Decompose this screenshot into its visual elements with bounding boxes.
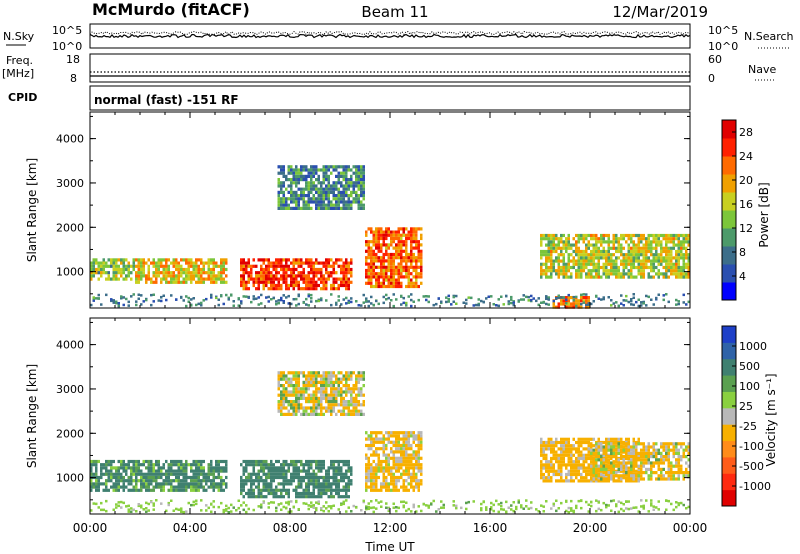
power-colorbar-label: Power [dB] xyxy=(757,182,771,247)
velocity-region-1 xyxy=(240,459,353,499)
nave-tick-top: 60 xyxy=(708,53,722,66)
velocity-ytick-label: 3000 xyxy=(56,383,84,396)
x-tick-label: 20:00 xyxy=(573,521,608,535)
noise-right-label: N.Search xyxy=(744,30,794,43)
velocity-panel: 1000 2000 3000 4000 Slant Range [km] 1000 50… xyxy=(25,112,778,554)
cpid-panel: CPID normal (fast) -151 RF xyxy=(8,85,691,111)
beam-title: Beam 11 xyxy=(361,3,428,21)
noise-right-tick-top: 10^5 xyxy=(708,24,738,37)
freq-label-2: [MHz] xyxy=(2,67,34,80)
velocity-region-4 xyxy=(590,442,690,481)
noise-sky-series xyxy=(89,33,691,39)
velocity-colorbar-tick: 1000 xyxy=(739,340,767,353)
power-region-2 xyxy=(240,258,353,291)
velocity-region-5 xyxy=(277,371,365,416)
power-colorbar-tick: 8 xyxy=(739,246,746,259)
cpid-mode: normal (fast) -151 RF xyxy=(94,93,239,107)
frequency-panel: Freq. [MHz] 18 8 60 0 Nave xyxy=(2,53,776,85)
nave-label: Nave xyxy=(748,63,776,76)
velocity-colorbar-tick: 25 xyxy=(739,400,753,413)
power-colorbar-tick: 20 xyxy=(739,174,753,187)
velocity-ylabel: Slant Range [km] xyxy=(25,364,39,468)
x-tick-label: 12:00 xyxy=(373,521,408,535)
velocity-ground-scatter xyxy=(90,499,690,514)
x-tick-label: 04:00 xyxy=(173,521,208,535)
power-colorbar-tick: 12 xyxy=(739,222,753,235)
power-panel: 1000 2000 3000 4000 Slant Range [km] 4 8 12 16… xyxy=(25,111,771,309)
noise-search-series xyxy=(89,30,691,36)
nave-tick-bottom: 0 xyxy=(708,72,715,85)
freq-tick-top: 18 xyxy=(66,53,80,66)
power-cells xyxy=(90,165,690,309)
freq-label-1: Freq. xyxy=(6,54,33,67)
power-ytick-label: 4000 xyxy=(56,133,84,146)
velocity-colorbar-label: Velocity [m s⁻¹] xyxy=(764,373,778,466)
velocity-ytick-label: 4000 xyxy=(56,339,84,352)
power-region-1 xyxy=(135,258,228,284)
velocity-colorbar-tick: 500 xyxy=(739,360,760,373)
power-ylabel: Slant Range [km] xyxy=(25,158,39,262)
noise-panel: N.Sky 10^5 10^0 10^5 10^0 N.Search xyxy=(3,23,794,53)
power-ytick-label: 2000 xyxy=(56,221,84,234)
velocity-region-0 xyxy=(90,459,228,492)
velocity-colorbar-tick: -1000 xyxy=(739,480,771,493)
x-tick-label: 08:00 xyxy=(273,521,308,535)
noise-right-tick-bottom: 10^0 xyxy=(708,40,738,53)
noise-left-tick-top: 10^5 xyxy=(52,24,82,37)
x-tick-label: 16:00 xyxy=(473,521,508,535)
power-ground-scatter xyxy=(90,293,690,308)
freq-tick-bottom: 8 xyxy=(70,72,77,85)
velocity-colorbar-tick: 100 xyxy=(739,380,760,393)
power-region-3 xyxy=(365,227,423,289)
velocity-ytick-label: 1000 xyxy=(56,472,84,485)
power-colorbar-tick: 16 xyxy=(739,198,753,211)
power-colorbar-tick: 24 xyxy=(739,150,753,163)
velocity-colorbar-tick: -500 xyxy=(739,460,764,473)
power-region-5 xyxy=(277,165,365,210)
x-tick-label: 00:00 xyxy=(73,521,108,535)
station-title: McMurdo (fitACF) xyxy=(92,0,250,19)
noise-left-label: N.Sky xyxy=(3,30,35,43)
velocity-colorbar-tick: -25 xyxy=(739,420,757,433)
velocity-ytick-label: 2000 xyxy=(56,427,84,440)
x-tick-label: 00:00 xyxy=(673,521,708,535)
power-region-0 xyxy=(90,258,135,281)
power-ytick-label: 3000 xyxy=(56,177,84,190)
x-axis-label: Time UT xyxy=(364,540,415,554)
velocity-region-2 xyxy=(365,431,423,492)
noise-left-tick-bottom: 10^0 xyxy=(52,40,82,53)
date-title: 12/Mar/2019 xyxy=(612,3,708,21)
cpid-label: CPID xyxy=(8,91,37,104)
velocity-colorbar-tick: -100 xyxy=(739,440,764,453)
velocity-cells xyxy=(90,371,690,514)
power-region-4 xyxy=(540,233,690,279)
power-colorbar-tick: 28 xyxy=(739,126,753,139)
power-colorbar-tick: 4 xyxy=(739,270,746,283)
power-ytick-label: 1000 xyxy=(56,266,84,279)
